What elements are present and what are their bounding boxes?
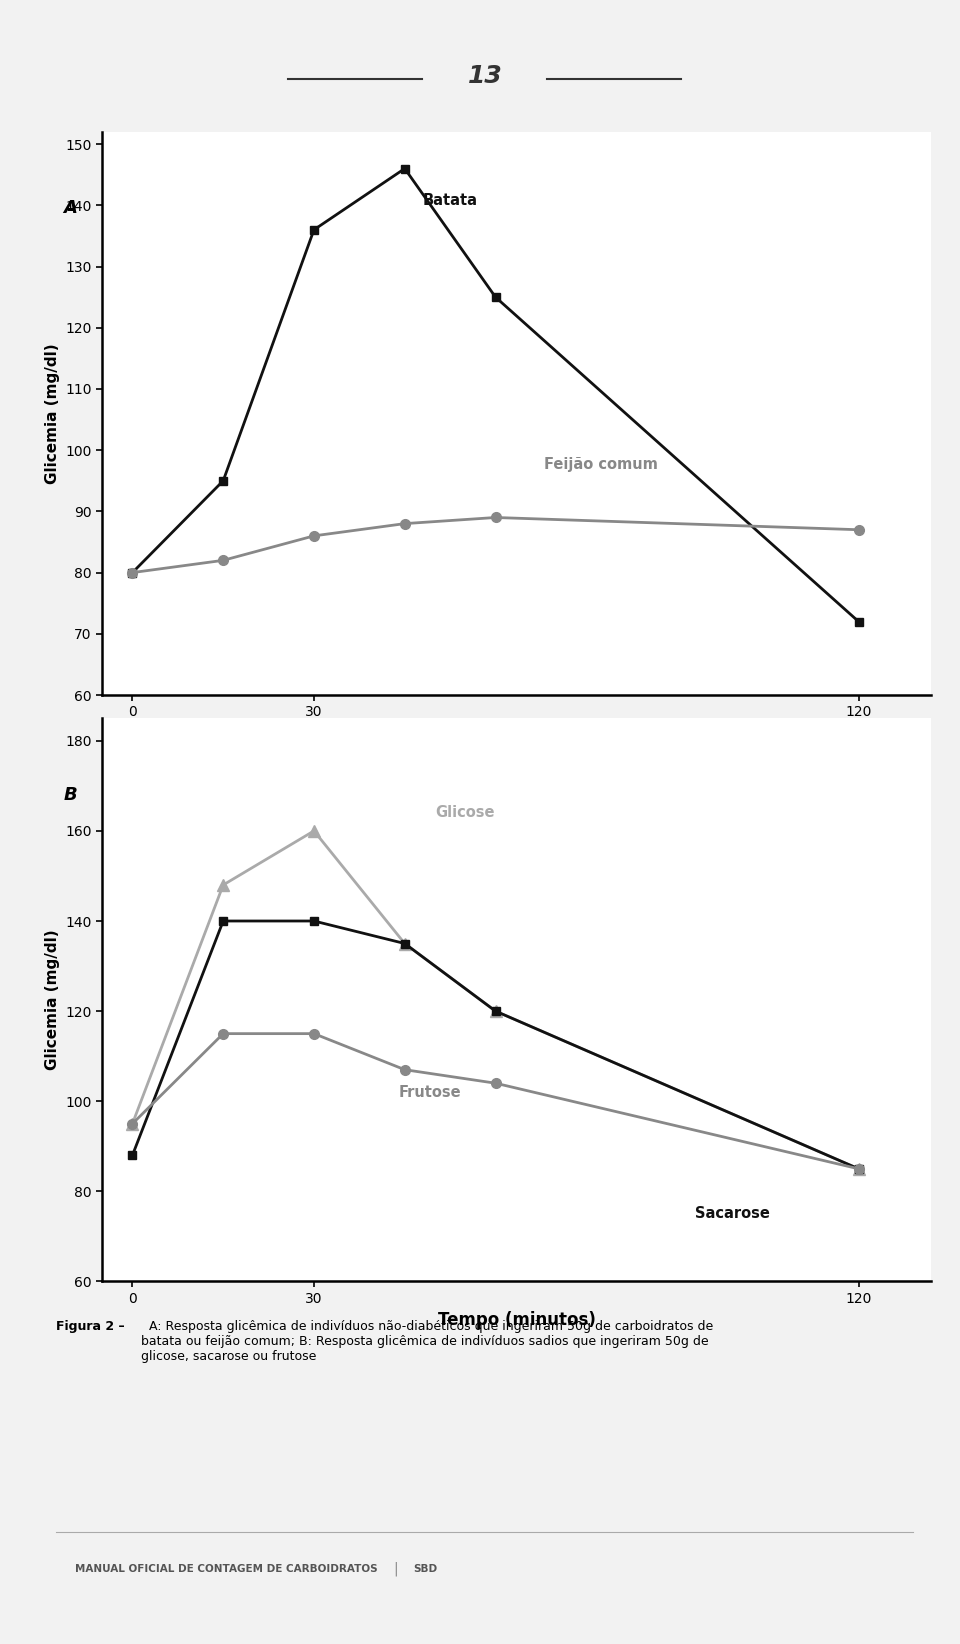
X-axis label: Tempo (minutos): Tempo (minutos) <box>438 725 595 743</box>
Text: |: | <box>394 1562 397 1577</box>
Y-axis label: Glicemia (mg/dl): Glicemia (mg/dl) <box>45 929 60 1070</box>
Text: B: B <box>63 786 77 804</box>
Text: SBD: SBD <box>414 1563 438 1573</box>
Text: Frutose: Frutose <box>398 1085 462 1100</box>
Text: A: Resposta glicêmica de indivíduos não-diabéticos que ingeriram 50g de carboidr: A: Resposta glicêmica de indivíduos não-… <box>141 1320 713 1363</box>
Text: Sacarose: Sacarose <box>695 1207 770 1221</box>
Text: Feijão comum: Feijão comum <box>544 457 658 472</box>
X-axis label: Tempo (minutos): Tempo (minutos) <box>438 1312 595 1330</box>
Text: Glicose: Glicose <box>435 806 494 820</box>
Text: Batata: Batata <box>423 194 478 209</box>
Text: A: A <box>63 199 77 217</box>
Text: Figura 2 –: Figura 2 – <box>57 1320 125 1333</box>
Text: MANUAL OFICIAL DE CONTAGEM DE CARBOIDRATOS: MANUAL OFICIAL DE CONTAGEM DE CARBOIDRAT… <box>75 1563 377 1573</box>
Text: 13: 13 <box>468 64 502 89</box>
Y-axis label: Glicemia (mg/dl): Glicemia (mg/dl) <box>45 344 60 483</box>
